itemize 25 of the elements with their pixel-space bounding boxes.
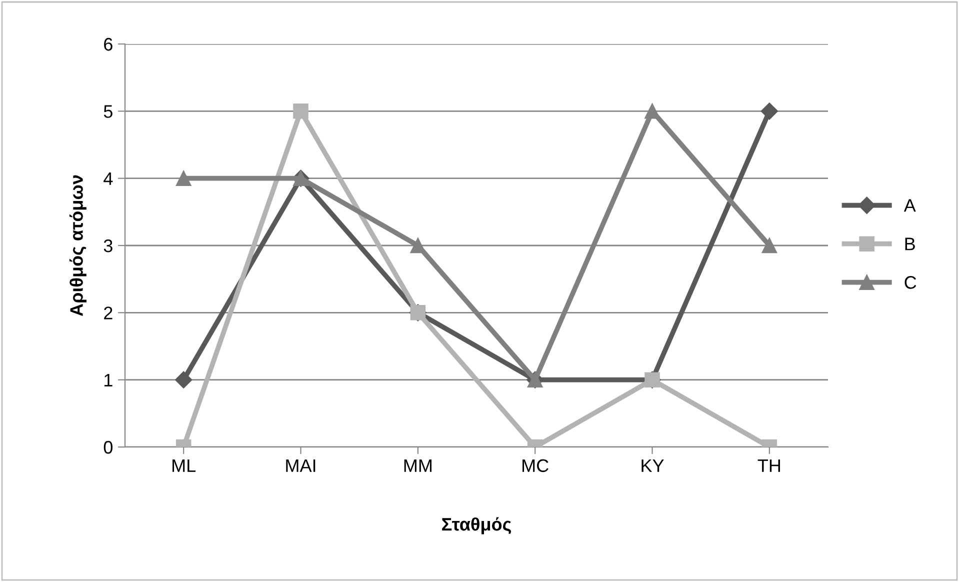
point <box>176 170 192 186</box>
x-tick-label: ML <box>172 459 196 472</box>
y-tick-label: 4 <box>104 172 113 185</box>
x-tick-label: MC <box>522 459 548 472</box>
point <box>762 238 778 254</box>
x-tick-label: TH <box>758 459 780 472</box>
y-tick-label: 0 <box>104 440 112 454</box>
point <box>760 102 778 120</box>
x-tick-label: KY <box>642 459 664 472</box>
x-axis-title: Σταθμός <box>442 517 511 534</box>
legend-label: B <box>905 238 915 250</box>
y-axis-title: Αριθμός ατόμων <box>69 175 86 316</box>
x-tick-label: MAI <box>286 459 316 472</box>
y-tick-label: 2 <box>104 306 112 320</box>
y-tick-label: 1 <box>104 374 112 386</box>
point <box>410 238 426 254</box>
legend-label: C <box>904 276 916 289</box>
y-tick-label: 3 <box>104 239 112 252</box>
point <box>644 104 660 119</box>
y-tick-label: 5 <box>104 105 112 118</box>
y-tick-label: 6 <box>104 38 112 51</box>
x-tick-label: MM <box>404 459 432 472</box>
point <box>175 371 192 388</box>
legend-label: A <box>904 199 916 212</box>
point <box>293 104 308 119</box>
